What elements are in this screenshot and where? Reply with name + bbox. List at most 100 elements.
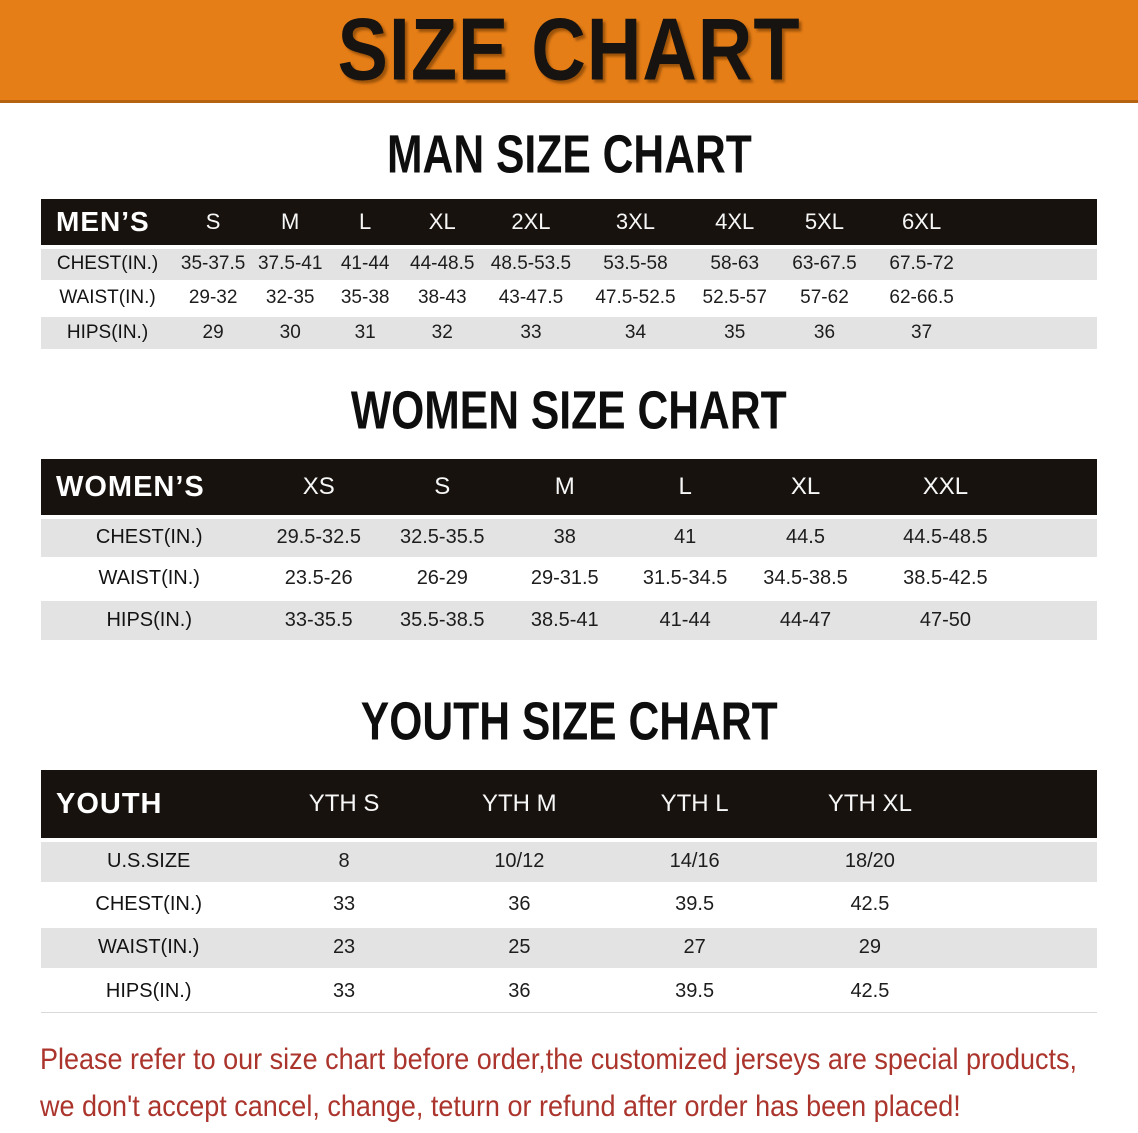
cell: 25 [431, 924, 607, 969]
cell: 35-37.5 [174, 245, 253, 281]
banner-title: SIZE CHART [337, 0, 801, 99]
cell: 37 [870, 313, 973, 349]
row-label: HIPS(IN.) [41, 313, 175, 349]
cell: 44-47 [745, 597, 866, 640]
notice-text-2: we don't accept cancel, change, teturn o… [40, 1089, 961, 1123]
cell: 14/16 [606, 838, 783, 883]
cell: 36 [431, 967, 607, 1012]
filler-cell [972, 199, 1097, 249]
cell: 29-31.5 [504, 556, 625, 599]
youth-header-row: YOUTH YTH S YTH M YTH L YTH XL [41, 770, 1097, 842]
cell: 47-50 [865, 597, 1026, 640]
filler-cell [957, 924, 1097, 969]
row-label: CHEST(IN.) [41, 245, 175, 281]
cell: 39.5 [606, 967, 783, 1012]
mens-col-4xl: 4XL [691, 199, 779, 249]
youth-hips-row: HIPS(IN.) 33 36 39.5 42.5 [41, 967, 1097, 1012]
cell: 42.5 [782, 881, 958, 926]
filler-cell [1025, 515, 1097, 558]
banner: SIZE CHART [0, 0, 1138, 103]
cell: 63-67.5 [778, 245, 871, 281]
womens-col-l: L [624, 459, 746, 519]
youth-section-heading-text: YOUTH SIZE CHART [360, 691, 778, 753]
man-section-heading-text: MAN SIZE CHART [386, 124, 752, 186]
notice-text-1: Please refer to our size chart before or… [40, 1042, 1078, 1076]
mens-col-xl: XL [402, 199, 483, 249]
mens-chest-row: CHEST(IN.) 35-37.5 37.5-41 41-44 44-48.5… [41, 245, 1097, 281]
youth-chest-row: CHEST(IN.) 33 36 39.5 42.5 [41, 881, 1097, 926]
row-label: CHEST(IN.) [41, 881, 257, 926]
filler-cell [1025, 556, 1097, 599]
cell: 34 [579, 313, 692, 349]
womens-header-label: WOMEN’S [41, 459, 258, 519]
cell: 38.5-41 [504, 597, 625, 640]
filler-cell [972, 245, 1097, 281]
cell: 31.5-34.5 [624, 556, 746, 599]
notice-line-1: Please refer to our size chart before or… [40, 1039, 1120, 1086]
cell: 35.5-38.5 [379, 597, 505, 640]
filler-cell [972, 279, 1097, 315]
mens-col-2xl: 2XL [482, 199, 580, 249]
mens-waist-row: WAIST(IN.) 29-32 32-35 35-38 38-43 43-47… [41, 279, 1097, 315]
womens-waist-row: WAIST(IN.) 23.5-26 26-29 29-31.5 31.5-34… [41, 556, 1097, 599]
cell: 33 [482, 313, 580, 349]
womens-col-xl: XL [745, 459, 866, 519]
mens-header-label: MEN’S [41, 199, 175, 249]
filler-cell [957, 838, 1097, 883]
womens-col-m: M [504, 459, 625, 519]
cell: 36 [431, 881, 607, 926]
cell: 10/12 [431, 838, 607, 883]
man-section-heading: MAN SIZE CHART [0, 124, 1138, 186]
row-label: HIPS(IN.) [41, 967, 257, 1012]
cell: 47.5-52.5 [579, 279, 692, 315]
youth-size-table: YOUTH YTH S YTH M YTH L YTH XL U.S.SIZE … [41, 770, 1097, 1013]
cell: 8 [256, 838, 432, 883]
mens-col-s: S [174, 199, 253, 249]
youth-col-m: YTH M [431, 770, 607, 842]
cell: 41 [624, 515, 746, 558]
mens-col-5xl: 5XL [778, 199, 871, 249]
cell: 57-62 [778, 279, 871, 315]
cell: 32.5-35.5 [379, 515, 505, 558]
youth-waist-row: WAIST(IN.) 23 25 27 29 [41, 924, 1097, 969]
cell: 67.5-72 [870, 245, 973, 281]
womens-hips-row: HIPS(IN.) 33-35.5 35.5-38.5 38.5-41 41-4… [41, 597, 1097, 640]
row-label: WAIST(IN.) [41, 556, 258, 599]
youth-col-xl: YTH XL [782, 770, 958, 842]
womens-col-s: S [379, 459, 505, 519]
cell: 18/20 [782, 838, 958, 883]
mens-header-row: MEN’S S M L XL 2XL 3XL 4XL 5XL 6XL [41, 199, 1097, 249]
mens-col-m: M [252, 199, 329, 249]
cell: 23.5-26 [257, 556, 380, 599]
mens-size-table: MEN’S S M L XL 2XL 3XL 4XL 5XL 6XL CHEST… [41, 199, 1097, 349]
women-section-heading-text: WOMEN SIZE CHART [351, 380, 787, 442]
cell: 34.5-38.5 [745, 556, 866, 599]
filler-cell [957, 881, 1097, 926]
cell: 26-29 [379, 556, 505, 599]
cell: 53.5-58 [579, 245, 692, 281]
womens-col-xs: XS [257, 459, 380, 519]
youth-col-l: YTH L [606, 770, 783, 842]
youth-section-heading: YOUTH SIZE CHART [0, 691, 1138, 753]
cell: 44.5-48.5 [865, 515, 1026, 558]
cell: 29.5-32.5 [257, 515, 380, 558]
womens-size-table: WOMEN’S XS S M L XL XXL CHEST(IN.) 29.5-… [41, 459, 1097, 640]
cell: 32 [402, 313, 483, 349]
row-label: U.S.SIZE [41, 838, 257, 883]
cell: 35 [691, 313, 779, 349]
cell: 48.5-53.5 [482, 245, 580, 281]
cell: 41-44 [328, 245, 403, 281]
cell: 33 [256, 881, 432, 926]
cell: 38-43 [402, 279, 483, 315]
notice-line-2: we don't accept cancel, change, teturn o… [40, 1086, 1120, 1133]
cell: 44.5 [745, 515, 866, 558]
cell: 38.5-42.5 [865, 556, 1026, 599]
women-section-heading: WOMEN SIZE CHART [0, 380, 1138, 442]
cell: 29-32 [174, 279, 253, 315]
womens-chest-row: CHEST(IN.) 29.5-32.5 32.5-35.5 38 41 44.… [41, 515, 1097, 558]
mens-hips-row: HIPS(IN.) 29 30 31 32 33 34 35 36 37 [41, 313, 1097, 349]
cell: 29 [174, 313, 253, 349]
cell: 44-48.5 [402, 245, 483, 281]
cell: 27 [606, 924, 783, 969]
filler-cell [957, 770, 1097, 842]
